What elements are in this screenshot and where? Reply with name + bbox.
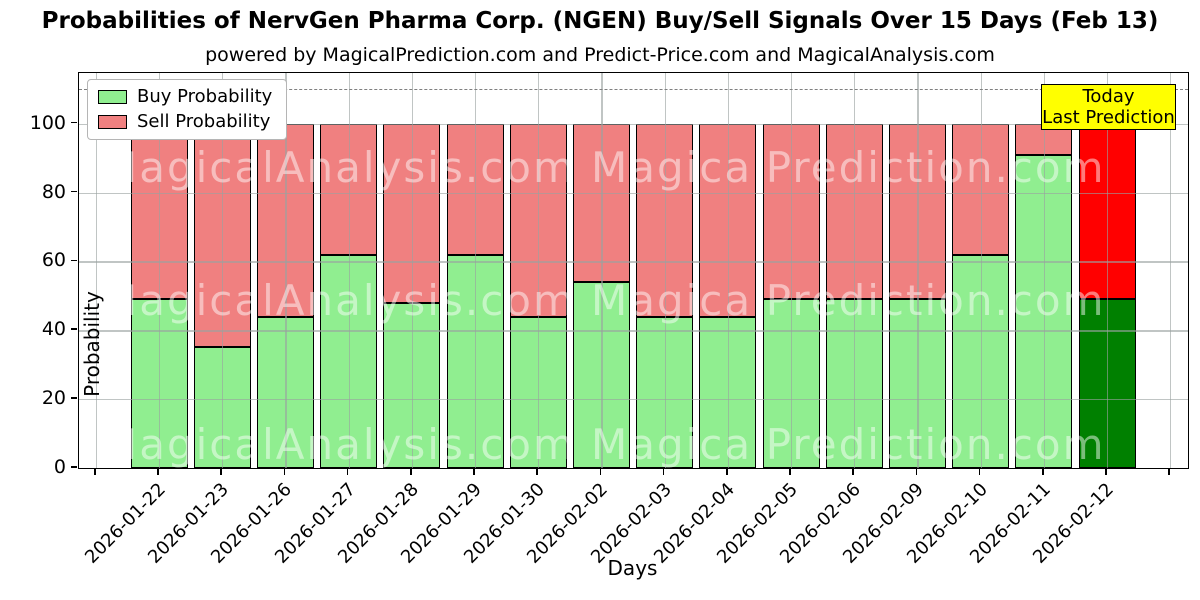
watermark-left-row3: MagicalAnalysis.com (101, 420, 576, 469)
gridline-h-100 (79, 123, 1188, 125)
x-tick-mark-1 (157, 469, 159, 475)
watermark-right-row2: MagicalPrediction.com (591, 276, 1106, 325)
x-tick-mark-16 (1105, 469, 1107, 475)
x-tick-mark-13 (915, 469, 918, 475)
x-tick-mark-12 (852, 469, 854, 475)
legend-label-buy: Buy Probability (137, 86, 273, 107)
gridline-v-13 (917, 73, 919, 468)
y-tick-mark-0 (71, 466, 77, 468)
gridline-v-10 (727, 73, 730, 468)
gridline-v-0 (95, 73, 98, 468)
gridline-v-7 (538, 73, 540, 468)
gridline-v-4 (348, 73, 350, 468)
x-tick-mark-5 (410, 469, 412, 475)
x-tick-mark-3 (283, 469, 286, 475)
today-annotation-line1: Today (1082, 86, 1135, 107)
watermark-right-row3: MagicalPrediction.com (591, 420, 1106, 469)
gridline-v-9 (664, 73, 666, 468)
chart-subtitle: powered by MagicalPrediction.com and Pre… (205, 44, 995, 66)
chart-title: Probabilities of NervGen Pharma Corp. (N… (41, 8, 1159, 34)
gridline-v-8 (601, 73, 603, 468)
gridline-h-60 (79, 261, 1188, 263)
y-tick-mark-40 (71, 328, 77, 331)
y-tick-label-60: 60 (41, 249, 66, 272)
watermark-right-row1: MagicalPrediction.com (591, 143, 1106, 192)
legend-item-buy: Buy Probability (98, 87, 272, 107)
today-annotation-line2: Last Prediction (1042, 107, 1175, 128)
gridline-v-14 (980, 73, 982, 468)
x-tick-mark-0 (94, 469, 96, 475)
today-annotation: Today Last Prediction (1041, 84, 1176, 130)
x-tick-mark-2 (220, 469, 222, 475)
gridline-v-5 (411, 73, 414, 468)
gridline-v-16 (1107, 73, 1109, 468)
y-tick-label-40: 40 (41, 318, 66, 341)
x-tick-mark-7 (536, 469, 538, 475)
gridline-v-11 (791, 73, 793, 468)
x-tick-mark-8 (599, 469, 602, 475)
watermark-left-row2: MagicalAnalysis.com (101, 276, 576, 325)
buy-swatch-icon (98, 90, 127, 104)
y-tick-mark-60 (71, 259, 77, 262)
gridline-h-40 (79, 330, 1188, 332)
y-tick-label-80: 80 (41, 180, 66, 203)
watermark-left-row1: MagicalAnalysis.com (101, 143, 576, 192)
y-axis-title: Probability (80, 291, 104, 397)
plot-area: MagicalAnalysis.com MagicalPrediction.com… (78, 72, 1189, 469)
gridline-v-3 (285, 73, 287, 468)
legend: Buy Probability Sell Probability (87, 79, 288, 140)
legend-label-sell: Sell Probability (137, 111, 271, 132)
y-tick-mark-20 (71, 397, 77, 399)
y-tick-label-100: 100 (29, 111, 66, 134)
y-tick-mark-100 (71, 121, 77, 124)
y-tick-mark-80 (71, 190, 77, 193)
legend-item-sell: Sell Probability (98, 112, 272, 132)
sell-swatch-icon (98, 115, 127, 129)
y-tick-label-20: 20 (41, 387, 66, 410)
gridline-v-1 (159, 73, 161, 468)
gridline-v-2 (222, 73, 224, 468)
x-tick-mark-15 (1042, 469, 1044, 475)
x-tick-mark-14 (978, 469, 981, 475)
x-tick-mark-9 (662, 469, 665, 475)
x-tick-mark-6 (473, 469, 475, 475)
gridline-v-6 (475, 73, 477, 468)
x-tick-mark-10 (726, 469, 728, 475)
x-tick-mark-11 (789, 469, 791, 475)
gridline-v-17 (1170, 73, 1172, 468)
bar-2026-02-06 (825, 124, 883, 468)
x-tick-mark-17 (1168, 469, 1170, 475)
x-axis-title: Days (607, 556, 658, 580)
gridline-h-20 (79, 399, 1188, 401)
y-tick-label-0: 0 (53, 456, 66, 478)
x-tick-mark-4 (346, 469, 349, 475)
gridline-v-12 (854, 73, 856, 468)
threshold-dashed-line (79, 89, 1188, 91)
gridline-v-15 (1043, 73, 1046, 468)
gridline-h-80 (79, 192, 1188, 194)
